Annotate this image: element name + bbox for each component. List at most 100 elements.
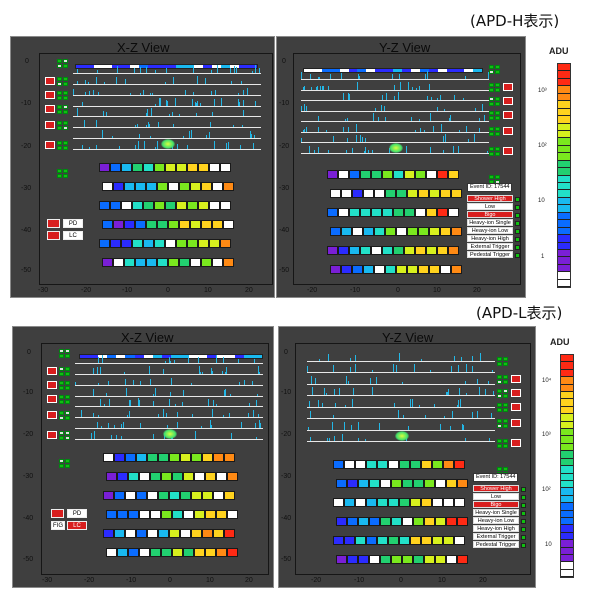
detector-cell xyxy=(110,201,121,210)
trace-spike xyxy=(121,424,122,428)
lc-red-button[interactable] xyxy=(47,231,60,240)
legend-item[interactable]: Low xyxy=(467,203,520,210)
detector-cell xyxy=(388,460,399,469)
yz-y-tick: 0 xyxy=(284,349,288,356)
legend-item[interactable]: Shower High xyxy=(467,195,520,202)
legend-item[interactable]: Heavy-ion Low xyxy=(467,227,520,234)
detector-cell xyxy=(385,189,396,198)
detector-cell xyxy=(391,517,402,526)
lc-label-button[interactable]: LC xyxy=(67,521,87,530)
detector-cell xyxy=(369,479,380,488)
xz-y-tick: 0 xyxy=(25,58,29,65)
trace-spike xyxy=(196,113,197,116)
trace-spike xyxy=(312,387,313,395)
detector-cell xyxy=(172,548,183,557)
pd-label-button[interactable]: PD xyxy=(67,509,87,518)
indicator-led xyxy=(503,389,508,393)
trace-spike xyxy=(465,76,466,79)
legend-item[interactable]: Heavy-ion Single xyxy=(467,219,520,226)
cell-row xyxy=(102,220,234,229)
legend-checkbox xyxy=(515,229,520,234)
trace-spike xyxy=(462,424,463,430)
detector-cell xyxy=(179,220,190,229)
trace-spike xyxy=(150,93,151,95)
legend-item[interactable]: Pedestal Trigger xyxy=(473,541,526,548)
legend-item[interactable]: Heavy-ion Low xyxy=(473,517,526,524)
indicator-led xyxy=(63,146,68,150)
yz-view-panel-apd-l[interactable]: Y-Z View 0 -10 -20 -30 -40 -50 -20 -10 0… xyxy=(278,326,536,588)
legend-item[interactable]: Heavy-ion High xyxy=(473,525,526,532)
trace-spike xyxy=(208,399,209,406)
detector-cell xyxy=(201,258,212,267)
trigger-legend[interactable]: Shower High Low Bigo Heavy-ion Single Heavy-… xyxy=(467,195,520,259)
indicator-led xyxy=(65,395,70,399)
detector-cell xyxy=(224,453,235,462)
pd-button[interactable] xyxy=(51,509,64,518)
detector-cell xyxy=(227,510,238,519)
cell-row xyxy=(330,227,462,236)
legend-item[interactable]: Heavy-ion Single xyxy=(473,509,526,516)
trace-spike xyxy=(183,390,184,396)
legend-item[interactable]: Heavy-ion High xyxy=(467,235,520,242)
indicator-led xyxy=(57,77,62,81)
indicator-led xyxy=(63,96,68,100)
legend-item[interactable]: Bigo xyxy=(467,211,520,218)
indicator-led xyxy=(59,354,64,358)
legend-item[interactable]: External Trigger xyxy=(473,533,526,540)
trace-spike xyxy=(352,148,353,153)
trace-spike xyxy=(365,138,366,142)
legend-item[interactable]: Pedestal Trigger xyxy=(467,251,520,258)
trace-spike xyxy=(458,400,459,407)
legend-item[interactable]: External Trigger xyxy=(467,243,520,250)
cell-row xyxy=(333,498,465,507)
trace-spike xyxy=(304,104,305,111)
trace-spike xyxy=(77,81,78,84)
legend-item[interactable]: Low xyxy=(473,493,526,500)
xz-y-tick: -40 xyxy=(23,515,34,522)
trace-spike xyxy=(153,401,154,406)
trace-spike xyxy=(348,381,349,384)
detector-cell xyxy=(366,498,377,507)
indicator-led xyxy=(59,459,64,463)
trigger-legend[interactable]: Shower High Low Bigo Heavy-ion Single Heavy-… xyxy=(473,485,526,549)
detector-cell xyxy=(404,246,415,255)
xz-view-panel-apd-h[interactable]: X-Z View 0 -10 -20 -30 -40 -50 -30 -20 -… xyxy=(10,36,275,298)
cell-row xyxy=(106,548,238,557)
trace-spike xyxy=(155,104,156,106)
detector-cell xyxy=(391,479,402,488)
yz-view-panel-apd-h[interactable]: Y-Z View 0 -10 -20 -30 -40 -50 -20 -10 0… xyxy=(276,36,526,298)
trace-spike xyxy=(256,437,257,439)
trace-spike xyxy=(165,361,166,363)
trace-spike xyxy=(489,438,490,441)
pd-label-button[interactable]: PD xyxy=(63,219,83,228)
trace-line xyxy=(75,406,263,407)
fig-button[interactable]: FIG xyxy=(51,521,65,530)
detector-cell xyxy=(180,529,191,538)
legend-item[interactable]: Bigo xyxy=(473,501,526,508)
detector-cell xyxy=(347,555,358,564)
cell-row xyxy=(102,258,234,267)
trace-spike xyxy=(163,369,164,374)
legend-item[interactable]: Shower High xyxy=(473,485,526,492)
xz-view-panel-apd-l[interactable]: X-Z View 0 -10 -20 -30 -40 -50 -30 -20 -… xyxy=(12,326,274,588)
xz-waveform-area xyxy=(75,355,263,440)
pd-button[interactable] xyxy=(47,219,60,228)
detector-cell xyxy=(347,517,358,526)
lc-label-button[interactable]: LC xyxy=(63,231,83,240)
indicator-led xyxy=(497,389,502,393)
trace-spike xyxy=(310,437,311,441)
detector-cell xyxy=(418,265,429,274)
yz-y-tick: -50 xyxy=(281,556,292,563)
cell-row xyxy=(336,555,468,564)
detector-cell xyxy=(344,460,355,469)
detector-cell xyxy=(443,460,454,469)
detector-cell xyxy=(424,517,435,526)
detector-cell xyxy=(223,182,234,191)
trace-spike xyxy=(330,74,331,79)
scale-step xyxy=(558,138,570,146)
trace-spike xyxy=(242,125,243,127)
yz-y-tick: -30 xyxy=(281,473,292,480)
red-status-tag xyxy=(45,105,55,113)
trace-spike xyxy=(212,112,213,116)
detector-cell xyxy=(443,498,454,507)
